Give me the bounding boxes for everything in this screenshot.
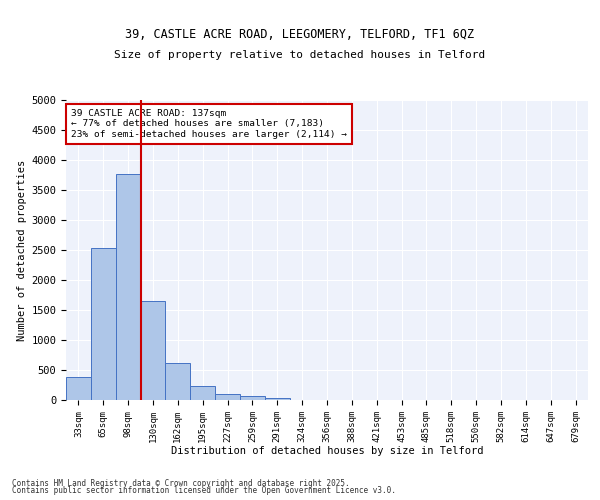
- Bar: [240, 396, 265, 400]
- Text: 39 CASTLE ACRE ROAD: 137sqm
← 77% of detached houses are smaller (7,183)
23% of : 39 CASTLE ACRE ROAD: 137sqm ← 77% of det…: [71, 109, 347, 139]
- Bar: [265, 398, 290, 400]
- X-axis label: Distribution of detached houses by size in Telford: Distribution of detached houses by size …: [171, 446, 483, 456]
- Bar: [116, 174, 140, 400]
- Text: Contains public sector information licensed under the Open Government Licence v3: Contains public sector information licen…: [12, 486, 396, 495]
- Bar: [190, 386, 215, 400]
- Bar: [140, 301, 166, 400]
- Bar: [66, 377, 91, 400]
- Text: Contains HM Land Registry data © Crown copyright and database right 2025.: Contains HM Land Registry data © Crown c…: [12, 478, 350, 488]
- Bar: [91, 248, 116, 400]
- Bar: [215, 394, 240, 400]
- Y-axis label: Number of detached properties: Number of detached properties: [17, 160, 27, 340]
- Bar: [166, 364, 190, 400]
- Text: 39, CASTLE ACRE ROAD, LEEGOMERY, TELFORD, TF1 6QZ: 39, CASTLE ACRE ROAD, LEEGOMERY, TELFORD…: [125, 28, 475, 42]
- Text: Size of property relative to detached houses in Telford: Size of property relative to detached ho…: [115, 50, 485, 60]
